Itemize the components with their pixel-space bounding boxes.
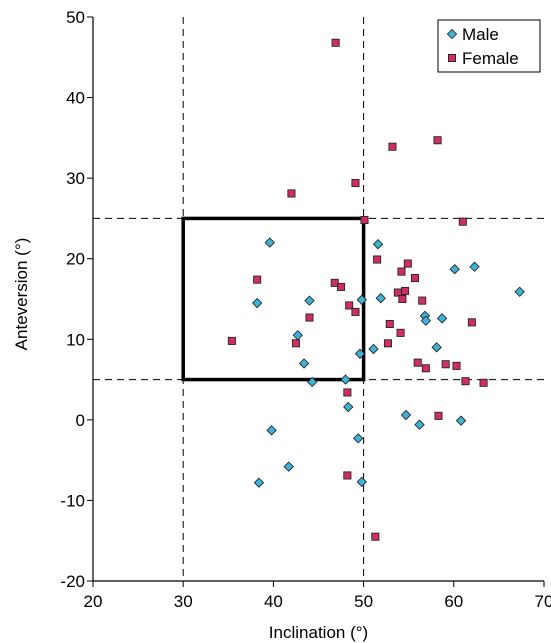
y-tick-label: 0 (76, 411, 85, 430)
male-point (283, 461, 294, 472)
male-point (264, 237, 275, 248)
female-point (418, 296, 427, 305)
female-point (305, 313, 314, 322)
data-points (227, 38, 525, 541)
female-point (388, 142, 397, 151)
female-point (291, 339, 300, 348)
y-tick-label: -10 (60, 491, 85, 510)
female-point (433, 136, 442, 145)
y-tick-label: 40 (66, 89, 85, 108)
male-point (455, 415, 467, 426)
female-point (287, 189, 296, 198)
male-point (469, 261, 480, 272)
male-point (420, 315, 432, 326)
male-point (356, 476, 367, 488)
y-tick-label: 20 (66, 250, 85, 269)
male-point (400, 409, 412, 421)
female-point (371, 532, 380, 541)
female-point (351, 307, 360, 316)
female-point (373, 255, 382, 264)
male-point (449, 264, 460, 275)
male-point (354, 348, 366, 359)
x-tick-label: 20 (84, 592, 103, 611)
female-point (360, 216, 369, 225)
female-point (396, 328, 405, 337)
female-point (413, 358, 422, 367)
female-point (403, 259, 412, 268)
male-point (343, 401, 354, 413)
male-point (253, 477, 265, 488)
male-point (372, 239, 384, 250)
female-point (383, 339, 392, 348)
axes: -20 -10 0 10 20 30 40 50 20 30 40 50 60 70 (60, 8, 551, 611)
female-point (343, 388, 352, 397)
male-point (514, 286, 525, 297)
female-point (461, 377, 470, 386)
male-point (368, 343, 379, 355)
male-point (266, 425, 277, 436)
female-point (227, 336, 236, 345)
female-point (337, 282, 346, 291)
x-tick-label: 40 (264, 592, 283, 611)
female-point (397, 267, 406, 276)
legend-label-male: Male (462, 25, 499, 44)
female-point (401, 286, 410, 295)
male-point (353, 433, 364, 444)
female-point (343, 471, 352, 480)
male-point (298, 358, 310, 369)
male-point (251, 297, 263, 309)
female-point (441, 360, 450, 369)
female-point (331, 38, 340, 47)
male-point (436, 313, 448, 324)
female-point (411, 274, 420, 283)
male-point (292, 330, 303, 341)
female-point (467, 318, 476, 327)
female-point (452, 361, 461, 370)
x-tick-label: 50 (354, 592, 373, 611)
female-point (421, 364, 430, 373)
female-point (479, 378, 488, 387)
male-point (356, 294, 367, 305)
female-point (253, 275, 262, 284)
y-tick-label: 30 (66, 169, 85, 188)
legend-box (437, 19, 541, 73)
y-tick-label: 10 (66, 330, 85, 349)
female-point (351, 178, 360, 187)
male-point (304, 295, 315, 306)
legend-marker-female (447, 54, 456, 63)
y-tick-label: 50 (66, 8, 85, 27)
x-tick-label: 70 (535, 592, 551, 611)
legend: Male Female (437, 19, 541, 73)
female-point (398, 294, 407, 303)
y-tick-label: -20 (60, 572, 85, 591)
female-point (345, 301, 354, 310)
x-axis-title: Inclination (°) (269, 623, 368, 642)
female-point (385, 319, 394, 328)
female-point (434, 411, 443, 420)
series-female (227, 38, 488, 541)
legend-marker-male (446, 28, 458, 40)
female-point (330, 278, 339, 287)
y-axis-title: Anteversion (°) (12, 238, 31, 351)
x-tick-label: 30 (174, 592, 193, 611)
series-male (251, 237, 525, 488)
x-tick-label: 60 (444, 592, 463, 611)
male-point (431, 342, 442, 353)
axis-titles: Inclination (°) Anteversion (°) (12, 238, 368, 642)
male-point (375, 293, 386, 304)
reference-lines (93, 17, 544, 581)
legend-label-female: Female (462, 49, 519, 68)
male-point (414, 419, 425, 430)
male-point (340, 374, 351, 385)
male-point (307, 376, 318, 388)
female-point (458, 217, 467, 226)
